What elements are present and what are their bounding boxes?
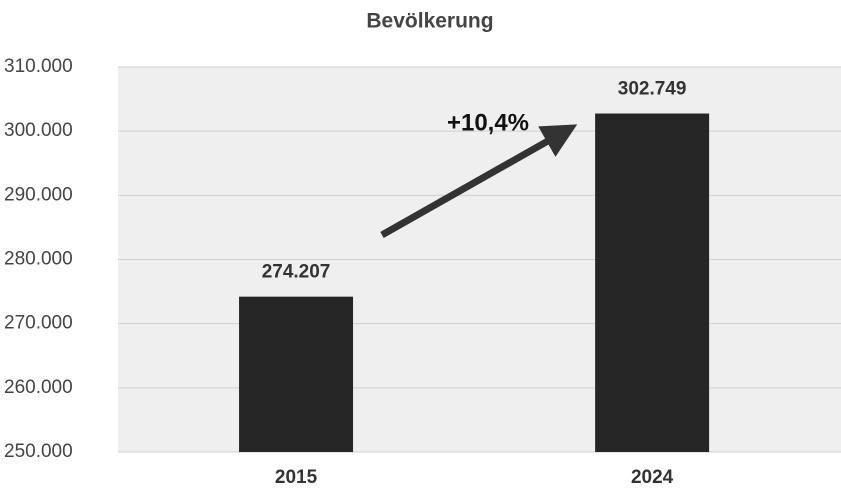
y-tick-label: 300.000 [4,120,73,141]
grid: 250.000 260.000 270.000 280.000 290.000 300.0… [4,56,841,462]
x-tick-label: 2024 [631,467,674,488]
value-label: 302.749 [618,79,687,100]
bar [595,113,710,452]
y-tick-label: 250.000 [4,441,73,462]
y-tick-label: 310.000 [4,56,73,77]
annotation: +10,4% [447,109,529,136]
marks: 2015 274.207 2024 302.749 [239,79,710,488]
value-label: 274.207 [262,262,331,283]
bar [239,296,354,452]
x-tick-label: 2015 [275,467,318,488]
y-tick-label: 280.000 [4,249,73,270]
y-tick-label: 260.000 [4,377,73,398]
chart-title: Bevölkerung [366,10,493,33]
y-tick-label: 270.000 [4,313,73,334]
y-tick-label: 290.000 [4,184,73,205]
growth-arrow [380,124,578,239]
